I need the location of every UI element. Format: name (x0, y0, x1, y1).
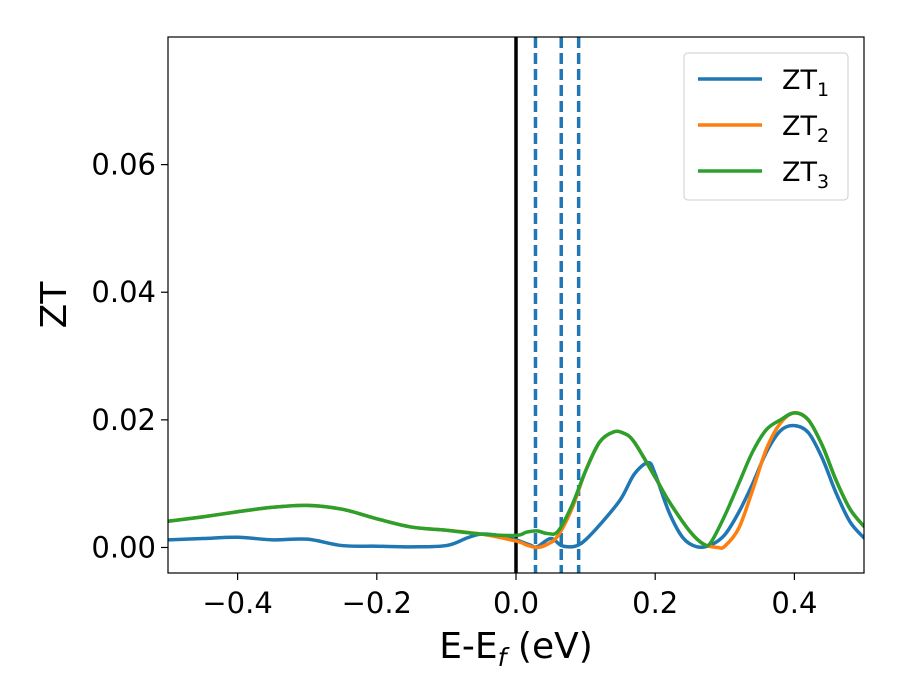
legend-label-zt1: ZT1 (782, 65, 829, 101)
series-line-zt1 (168, 423, 864, 550)
y-tick-label: 0.02 (91, 403, 156, 437)
series-lines (168, 411, 864, 550)
y-tick-label: 0.04 (91, 275, 156, 309)
y-tick-label: 0.06 (91, 148, 156, 182)
x-axis-label-main: E-E (439, 626, 497, 667)
legend-label-zt3: ZT3 (782, 157, 829, 193)
y-axis-label: ZT (34, 281, 75, 329)
x-tick-label: 0.4 (771, 586, 817, 620)
legend: ZT1 ZT2 ZT3 (683, 52, 849, 201)
x-tick-label: 0.2 (632, 586, 678, 620)
series-line-zt3 (168, 411, 864, 548)
legend-label-zt2: ZT2 (782, 111, 829, 147)
vertical-reference-lines (514, 37, 581, 573)
x-axis-ticks: −0.4 −0.2 0.0 0.2 0.4 (202, 573, 817, 620)
x-tick-label: −0.4 (202, 586, 272, 620)
x-tick-label: −0.2 (342, 586, 412, 620)
y-tick-label: 0.00 (91, 530, 156, 564)
x-axis-label: E-Ef (eV) (439, 626, 593, 672)
legend-box (683, 52, 849, 201)
x-axis-label-suffix: (eV) (506, 626, 592, 667)
y-axis-ticks: 0.00 0.02 0.04 0.06 (91, 148, 168, 564)
x-tick-label: 0.0 (493, 586, 539, 620)
